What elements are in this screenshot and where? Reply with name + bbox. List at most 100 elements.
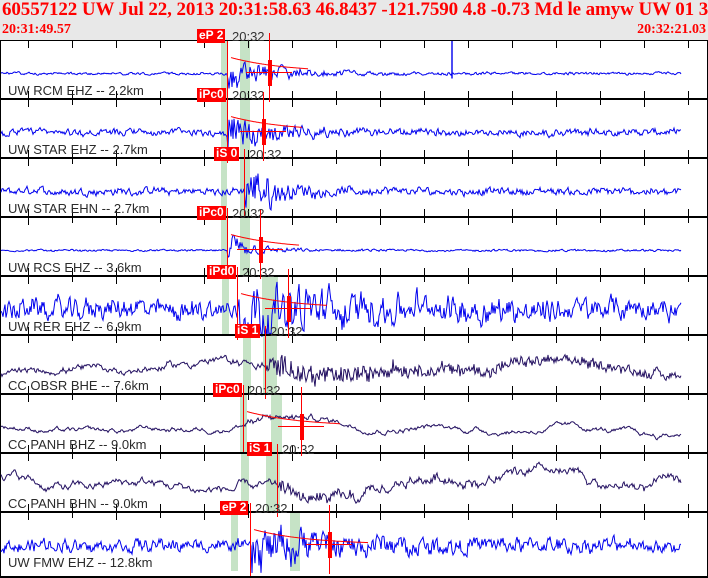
axis-tick [512,268,513,275]
axis-tick [468,277,469,284]
axis-tick [600,91,601,98]
axis-tick [116,218,117,225]
station-channel-label: UW STAR EHZ -- 2.7km [8,142,148,157]
time-axis-ticks [0,336,708,345]
phase-pick-label[interactable]: eP 2 [220,500,249,515]
axis-tick [512,159,513,164]
axis-tick [116,454,117,461]
axis-tick [688,218,689,223]
waveform-path [0,412,682,441]
coda-marker-line[interactable] [269,33,270,102]
axis-tick [556,277,557,284]
axis-tick [204,150,205,157]
phase-pick-line[interactable] [250,503,251,576]
axis-tick [160,100,161,105]
axis-tick [380,445,381,452]
axis-tick [468,159,469,166]
waveform-plot[interactable]: UW RCM EHZ -- 2.2km eP 2 20:32 UW STAR EHZ … [0,29,708,578]
axis-tick [248,386,249,393]
trace-separator [0,275,708,277]
coda-marker-line[interactable] [329,505,330,574]
axis-tick [28,454,29,461]
time-axis-ticks [0,218,708,227]
axis-tick [468,41,469,48]
axis-tick [688,386,689,393]
phase-pick-label[interactable]: iS 1 [247,441,273,456]
phase-pick-label[interactable]: iPc0 [213,382,242,397]
amplitude-marker[interactable] [259,237,263,264]
phase-pick-label[interactable]: iS 0 [214,146,240,161]
axis-tick [644,513,645,520]
axis-tick [644,91,645,98]
axis-tick [600,41,601,48]
amplitude-marker[interactable] [262,119,266,146]
signal-window-band-s [271,395,282,453]
axis-tick [556,91,557,98]
phase-pick-line[interactable] [227,90,228,163]
station-channel-label: CC PANH BHZ -- 9.0km [8,437,147,452]
axis-tick [248,513,249,518]
axis-tick [600,336,601,341]
axis-tick [468,513,469,520]
phase-pick-line[interactable] [277,444,278,517]
signal-window-band-s [266,454,280,512]
axis-tick [468,218,469,225]
waveform-trace [0,412,682,441]
phase-pick-label[interactable]: iPc0 [197,205,226,220]
phase-pick-line[interactable] [243,385,244,458]
amplitude-marker[interactable] [287,296,291,323]
axis-tick [72,327,73,334]
axis-tick [424,150,425,157]
phase-pick-label[interactable]: iPc0 [197,87,226,102]
axis-tick [380,268,381,275]
axis-tick [468,336,469,343]
phase-pick-line[interactable] [244,149,245,222]
axis-tick [204,386,205,393]
axis-tick [556,41,557,48]
axis-tick [248,209,249,216]
time-axis-ticks [0,277,708,286]
axis-tick [556,336,557,343]
axis-tick [688,445,689,452]
axis-tick [424,327,425,334]
phase-pick-line[interactable] [227,41,228,104]
phase-pick-line[interactable] [265,326,266,399]
phase-pick-line[interactable] [237,267,238,340]
axis-tick [72,395,73,400]
phase-pick-label[interactable]: iS 1 [235,323,261,338]
axis-tick [292,327,293,334]
axis-tick [380,454,381,461]
axis-tick [28,41,29,48]
coda-marker-line[interactable] [288,269,289,338]
amplitude-marker[interactable] [328,532,332,559]
axis-tick [160,41,161,48]
axis-tick [380,504,381,511]
axis-tick [556,454,557,461]
time-axis-ticks-top [0,41,708,50]
axis-tick [160,218,161,223]
coda-marker-line[interactable] [263,92,264,161]
coda-marker-line[interactable] [260,210,261,279]
coda-marker-line[interactable] [301,387,302,456]
axis-tick [688,454,689,459]
axis-tick [600,445,601,452]
axis-tick [644,41,645,48]
axis-tick [116,445,117,452]
axis-tick [688,268,689,275]
waveform-path [0,353,682,387]
amplitude-marker[interactable] [268,60,272,87]
phase-pick-line[interactable] [227,208,228,281]
axis-tick [644,454,645,461]
axis-tick [512,445,513,452]
axis-tick [380,218,381,225]
phase-pick-label[interactable]: eP 2 [197,28,226,43]
axis-tick [688,41,689,48]
axis-tick [292,504,293,511]
axis-tick [688,504,689,511]
axis-tick [116,209,117,216]
axis-tick [380,41,381,48]
station-channel-label: UW STAR EHN -- 2.7km [8,201,150,216]
phase-pick-label[interactable]: iPd0 [207,264,237,279]
amplitude-marker[interactable] [300,414,304,441]
axis-tick [644,268,645,275]
